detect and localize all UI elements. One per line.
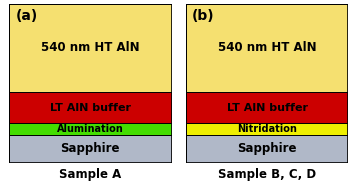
Bar xyxy=(9,92,172,123)
Text: 540 nm HT AlN: 540 nm HT AlN xyxy=(41,41,139,54)
Bar xyxy=(186,123,348,135)
Text: Alumination: Alumination xyxy=(57,124,124,134)
Text: Nitridation: Nitridation xyxy=(237,124,297,134)
Bar xyxy=(186,4,348,92)
Text: LT AlN buffer: LT AlN buffer xyxy=(50,103,131,113)
Text: Sample B, C, D: Sample B, C, D xyxy=(218,168,316,181)
Bar xyxy=(9,135,172,163)
Text: (b): (b) xyxy=(192,9,215,22)
Text: (a): (a) xyxy=(15,9,38,22)
Bar xyxy=(9,123,172,135)
Bar xyxy=(186,92,348,123)
Text: Sapphire: Sapphire xyxy=(61,142,120,155)
Text: Sample A: Sample A xyxy=(59,168,121,181)
Text: Sapphire: Sapphire xyxy=(237,142,297,155)
Bar xyxy=(9,4,172,92)
Text: LT AlN buffer: LT AlN buffer xyxy=(227,103,308,113)
Bar xyxy=(186,135,348,163)
Text: 540 nm HT AlN: 540 nm HT AlN xyxy=(218,41,316,54)
